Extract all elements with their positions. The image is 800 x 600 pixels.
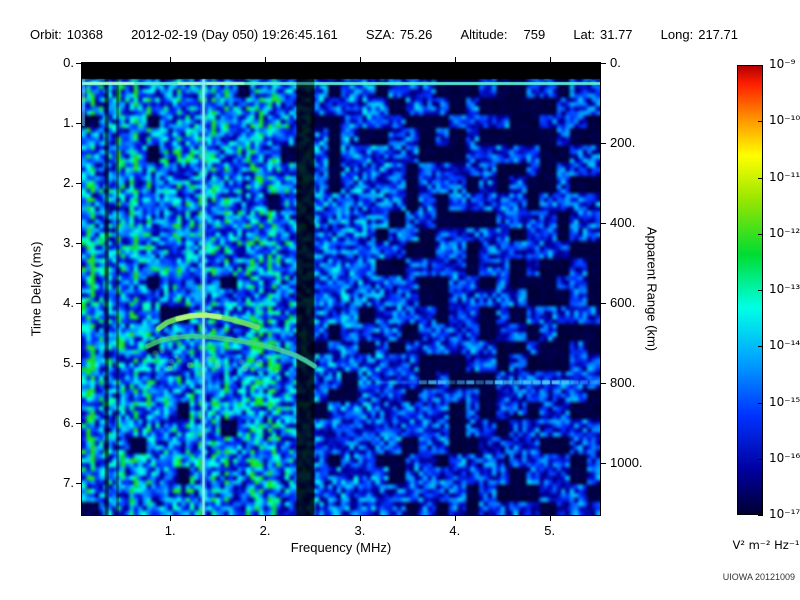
tick-mark-bottom (454, 515, 456, 521)
colorbar-tick-label: 10⁻⁹ (769, 57, 796, 71)
spectrogram-canvas (82, 63, 600, 515)
colorbar-tick-label: 10⁻¹⁰ (769, 113, 800, 128)
y-right-tick-label: 800. (610, 375, 636, 390)
colorbar-tick-mark (758, 121, 763, 122)
colorbar-tick-mark (758, 65, 763, 66)
tick-mark-top (549, 57, 551, 63)
colorbar-tick-mark (758, 290, 763, 291)
tick-mark-top (170, 57, 172, 63)
y-left-tick-label: 7. (63, 475, 74, 490)
colorbar-tick-mark (758, 515, 763, 516)
lat-label: Lat: (573, 27, 595, 42)
tick-mark-left (76, 423, 82, 424)
orbit-label: Orbit: (30, 27, 62, 42)
tick-mark-left (76, 363, 82, 364)
colorbar-tick-label: 10⁻¹³ (769, 282, 800, 296)
y-left-tick-label: 3. (63, 235, 74, 250)
tick-mark-top (265, 57, 267, 63)
colorbar-tick-label: 10⁻¹⁵ (769, 394, 800, 409)
y-left-tick-label: 5. (63, 355, 74, 370)
sza-label: SZA: (365, 27, 395, 42)
tick-mark-left (76, 243, 82, 244)
colorbar-tick-label: 10⁻¹⁴ (769, 338, 800, 353)
colorbar-tick-label: 10⁻¹² (769, 225, 800, 240)
y-left-tick-label: 4. (63, 295, 74, 310)
watermark: UIOWA 20121009 (722, 572, 795, 582)
y-left-tick-label: 6. (63, 415, 74, 430)
colorbar-tick-mark (758, 234, 763, 235)
x-tick-label: 4. (449, 523, 461, 538)
header-info-line: Orbit: 10368 2012-02-19 (Day 050) 19:26:… (30, 27, 738, 42)
x-tick-label: 1. (164, 523, 176, 538)
colorbar-tick-label: 10⁻¹¹ (769, 169, 800, 184)
orbit-field: Orbit: 10368 (30, 27, 103, 42)
colorbar-tick-label: 10⁻¹⁶ (769, 450, 800, 465)
tick-mark-left (76, 183, 82, 184)
sza-field: SZA: 75.26 (366, 27, 432, 42)
colorbar-tick-mark (758, 459, 763, 460)
tick-mark-right (600, 303, 606, 304)
tick-mark-bottom (170, 515, 172, 521)
tick-mark-top (359, 57, 361, 63)
colorbar-unit-label: V² m⁻² Hz⁻¹ (732, 538, 800, 552)
x-tick-label: 3. (354, 523, 366, 538)
y-right-tick-label: 0. (610, 55, 621, 70)
colorbar-tick-mark (758, 403, 763, 404)
tick-mark-right (600, 63, 606, 64)
y-axis-label-apparent-range: Apparent Range (km) (644, 226, 660, 352)
tick-mark-bottom (549, 515, 551, 521)
altitude-field: Altitude: 759 (461, 27, 546, 42)
datetime-value: 2012-02-19 (Day 050) 19:26:45.161 (131, 27, 338, 42)
y-right-tick-label: 200. (610, 135, 636, 150)
x-tick-label: 5. (544, 523, 556, 538)
tick-mark-right (600, 223, 606, 224)
y-right-tick-label: 1000. (610, 455, 643, 470)
tick-mark-left (76, 123, 82, 124)
tick-mark-bottom (265, 515, 267, 521)
colorbar-tick-mark (758, 346, 763, 347)
lat-value: 31.77 (600, 27, 633, 42)
y-left-tick-label: 0. (63, 55, 74, 70)
orbit-value: 10368 (66, 27, 103, 42)
long-value: 217.71 (698, 27, 738, 42)
y-left-tick-label: 1. (63, 115, 74, 130)
tick-mark-right (600, 383, 606, 384)
sza-value: 75.26 (399, 27, 433, 42)
lat-field: Lat: 31.77 (573, 27, 632, 42)
colorbar-tick-label: 10⁻¹⁷ (769, 507, 800, 521)
tick-mark-top (454, 57, 456, 63)
y-axis-label-time-delay: Time Delay (ms) (28, 241, 44, 337)
altitude-label: Altitude: (460, 27, 508, 42)
colorbar-tick-mark (758, 178, 763, 179)
y-right-tick-label: 400. (610, 215, 636, 230)
x-axis-label-frequency: Frequency (MHz) (290, 540, 392, 555)
x-tick-label: 2. (259, 523, 271, 538)
long-label: Long: (660, 27, 694, 42)
altitude-value: 759 (523, 27, 546, 42)
tick-mark-right (600, 143, 606, 144)
tick-mark-bottom (359, 515, 361, 521)
long-field: Long: 217.71 (661, 27, 738, 42)
tick-mark-left (76, 63, 82, 64)
y-right-tick-label: 600. (610, 295, 636, 310)
y-left-tick-label: 2. (63, 175, 74, 190)
tick-mark-right (600, 463, 606, 464)
tick-mark-left (76, 303, 82, 304)
tick-mark-left (76, 483, 82, 484)
plot-frame (81, 62, 601, 516)
